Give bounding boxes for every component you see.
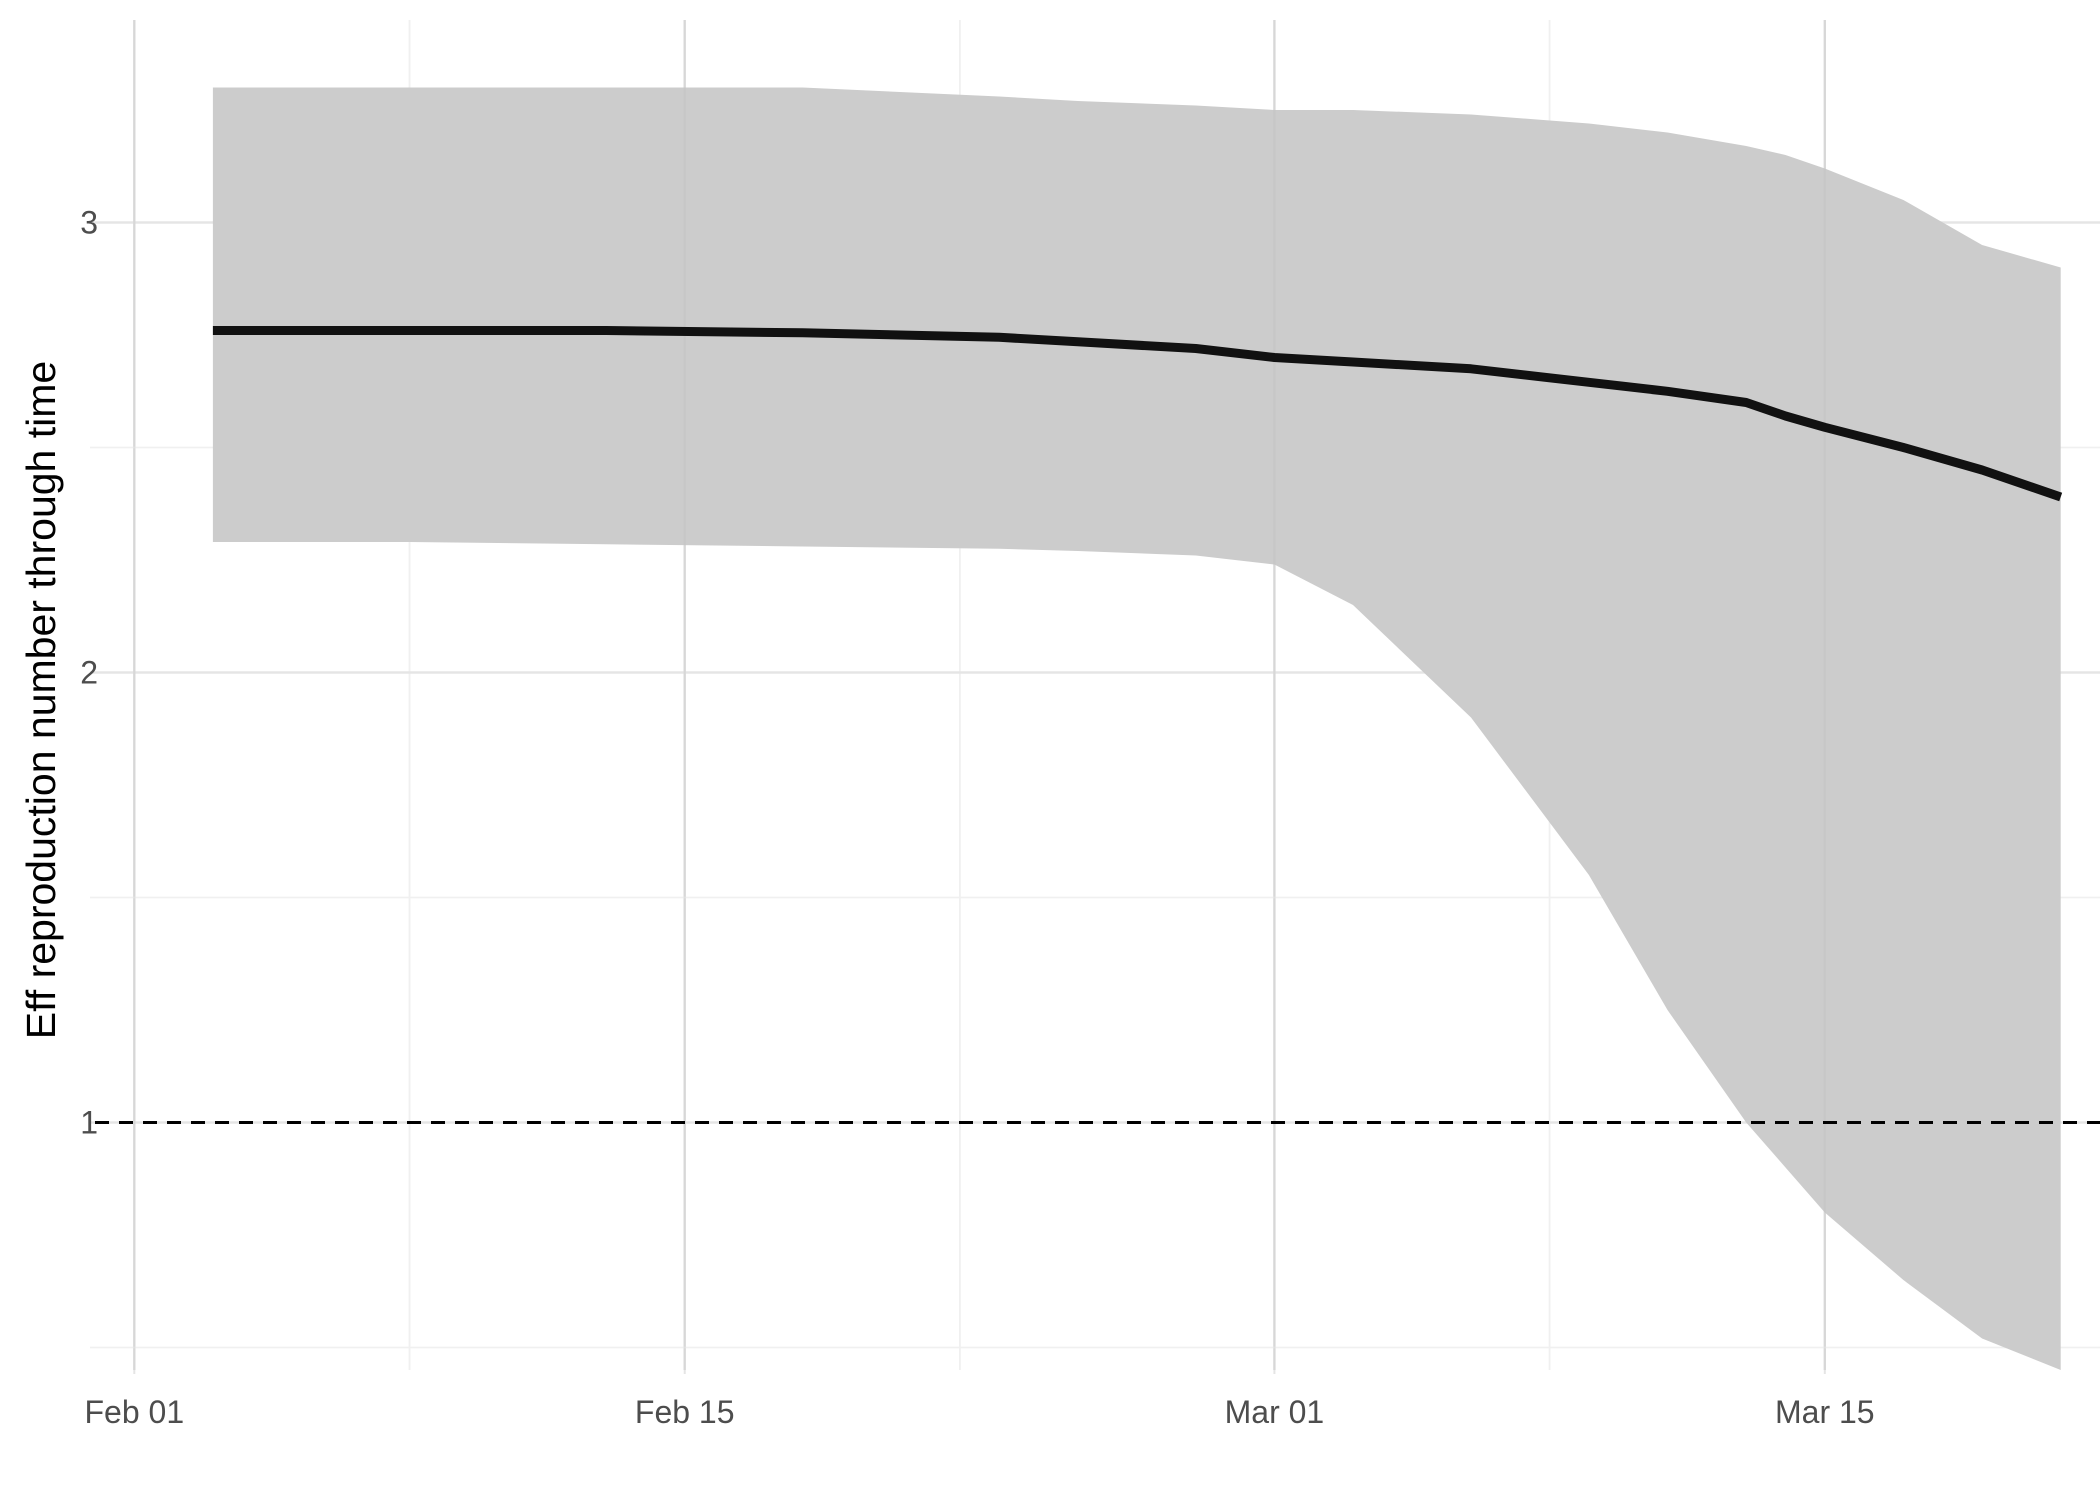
- x-tick-label: Feb 15: [635, 1394, 735, 1430]
- x-tick-label: Mar 01: [1225, 1394, 1325, 1430]
- confidence-band: [212, 87, 2061, 1370]
- y-tick-label: 1: [80, 1105, 98, 1141]
- line-layer: [212, 326, 2063, 502]
- x-tick-label: Feb 01: [85, 1394, 185, 1430]
- y-tick-label: 2: [80, 655, 98, 691]
- y-tick-label: 3: [80, 205, 98, 241]
- band-layer: [133, 20, 2061, 1370]
- median-line: [212, 326, 2063, 502]
- x-tick-label: Mar 15: [1775, 1394, 1875, 1430]
- y-axis-title: Eff reproduction number through time: [18, 361, 64, 1039]
- tick-layer: Feb 01 Feb 15 Mar 01 Mar 15 1 2 3: [80, 205, 1874, 1431]
